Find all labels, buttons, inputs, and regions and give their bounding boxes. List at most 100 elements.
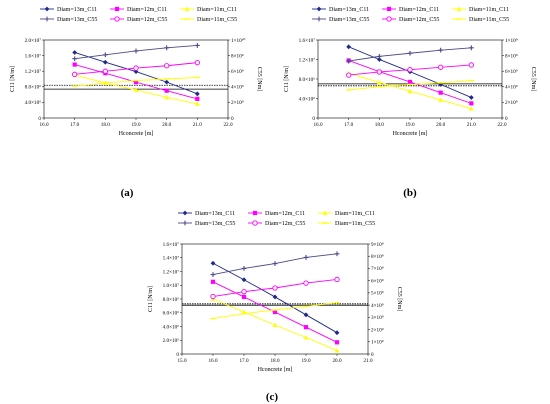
chart-panel-c: Diam=13m_C11 Diam=12m_C11 Diam=11m_C11 Diam…	[148, 210, 402, 403]
data-point	[102, 52, 108, 58]
x-tick-label: 19.0	[301, 358, 310, 364]
y-tick-label: 8.0×10⁶	[163, 297, 180, 303]
data-point	[376, 53, 382, 59]
data-point	[438, 47, 444, 53]
x-tick-label: 17.0	[70, 122, 79, 128]
y-tick-label: 0	[176, 352, 179, 358]
y-axis-label: C11 [N/m]	[10, 66, 16, 92]
data-point	[334, 348, 340, 353]
y-tick-label: 2.0×10⁷	[25, 38, 42, 44]
x-tick-label: 19.0	[131, 122, 140, 128]
legend-entry: Diam=12m_C11	[265, 211, 305, 217]
series-diam-13m-c55	[210, 251, 340, 277]
series-diam-11m-c55	[210, 301, 340, 320]
data-point	[334, 251, 340, 257]
legend-marker	[252, 220, 258, 226]
x-tick-label: 15.0	[177, 358, 186, 364]
legend-marker	[114, 6, 120, 12]
legend: Diam=13m_C11 Diam=12m_C11 Diam=11m_C11 Diam…	[312, 6, 509, 23]
data-point	[241, 289, 247, 295]
y-tick-label: 1.0×10⁷	[163, 283, 180, 289]
data-point	[303, 325, 309, 330]
x-tick-label: 20.0	[436, 122, 445, 128]
data-point	[469, 101, 474, 106]
y2-tick-label: 1×10⁹	[505, 38, 518, 44]
data-point	[72, 62, 77, 67]
x-tick-label: 17.0	[239, 358, 248, 364]
legend-marker	[114, 16, 120, 22]
data-point	[194, 43, 200, 48]
x-axis-label: Hconcrete [m]	[393, 131, 428, 137]
legend-entry: Diam=13m_C55	[195, 221, 235, 227]
data-point	[376, 57, 382, 62]
panel-label: (b)	[403, 187, 417, 199]
y2-tick-label: 4×10⁹	[505, 85, 518, 91]
x-tick-label: 16.0	[313, 122, 322, 128]
data-point	[210, 293, 216, 300]
y2-tick-label: 7×10⁹	[371, 266, 384, 272]
y2-tick-label: 8×10⁹	[371, 254, 384, 260]
series-diam-12m-c55	[210, 276, 340, 300]
legend-entry: Diam=12m_C11	[399, 7, 439, 13]
y-tick-label: 1.6×10⁷	[163, 242, 180, 248]
y2-tick-label: 8×10⁹	[231, 53, 244, 59]
legend-entry: Diam=12m_C55	[265, 221, 305, 227]
x-tick-label: 21.0	[193, 122, 202, 128]
y2-tick-label: 5×10⁹	[371, 291, 384, 297]
legend-marker	[316, 16, 322, 22]
legend: Diam=13m_C11 Diam=12m_C11 Diam=11m_C11 Diam…	[178, 210, 375, 227]
data-point	[241, 277, 247, 283]
legend-entry: Diam=11m_C11	[335, 211, 375, 217]
panel-label: (a)	[121, 187, 134, 199]
legend-entry: Diam=13m_C11	[57, 7, 97, 13]
y2-tick-label: 4×10⁹	[231, 85, 244, 91]
y2-tick-label: 0	[371, 352, 374, 358]
series-diam-11m-c11	[346, 70, 474, 111]
data-point	[303, 335, 309, 340]
x-tick-label: 22.0	[223, 122, 232, 128]
y-axis-label: C11 [N/m]	[148, 286, 154, 312]
data-point	[102, 59, 108, 65]
y-tick-label: 1.6×10⁷	[299, 38, 316, 44]
data-point	[272, 261, 278, 266]
x-tick-label: 21.0	[363, 358, 372, 364]
data-point	[210, 272, 216, 277]
legend-entry: Diam=13m_C11	[195, 211, 235, 217]
legend-marker	[184, 6, 190, 11]
data-point	[272, 285, 278, 291]
data-point	[164, 79, 170, 85]
x-tick-label: 20.0	[332, 358, 341, 364]
data-point	[303, 280, 309, 286]
x-tick-label: 18.0	[101, 122, 110, 128]
data-point	[102, 68, 108, 74]
legend-entry: Diam=12m_C55	[127, 17, 167, 23]
legend-entry: Diam=11m_C55	[197, 17, 237, 23]
legend-marker	[44, 16, 50, 22]
data-point	[241, 309, 247, 314]
y2-tick-label: 2×10⁹	[231, 100, 244, 106]
y-tick-label: 4.0×10⁶	[299, 96, 316, 102]
data-point	[407, 66, 413, 73]
x-tick-label: 17.0	[344, 122, 353, 128]
data-point	[164, 45, 170, 51]
data-point	[241, 266, 247, 271]
data-point	[133, 48, 139, 54]
y2-tick-label: 1×10⁹	[371, 340, 384, 346]
data-point	[210, 260, 216, 266]
y2-tick-label: 3×10⁹	[371, 315, 384, 321]
data-point	[133, 80, 139, 85]
x-tick-label: 22.0	[497, 122, 506, 128]
y2-axis-label: C55 [Nm]	[256, 67, 262, 92]
series-diam-12m-c55	[346, 62, 474, 78]
x-axis-label: Hconcrete [m]	[119, 131, 154, 137]
series-diam-12m-c55	[72, 59, 200, 77]
y2-tick-label: 1×10¹⁰	[231, 38, 245, 44]
data-point	[194, 101, 200, 106]
legend-entry: Diam=12m_C55	[399, 17, 439, 23]
data-point	[376, 69, 382, 75]
data-point	[194, 59, 200, 66]
data-point	[133, 87, 139, 92]
data-point	[468, 45, 474, 51]
data-point	[195, 96, 200, 101]
